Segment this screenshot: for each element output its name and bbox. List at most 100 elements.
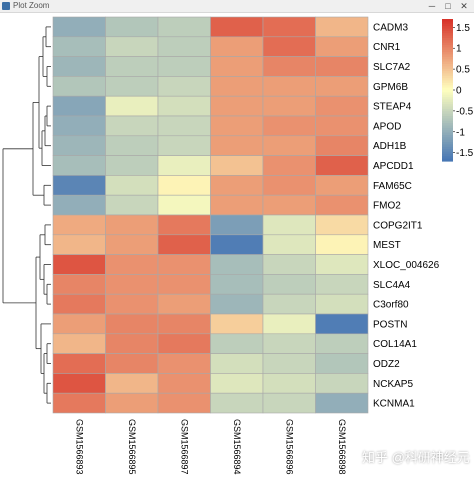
row-label: APCDD1	[373, 161, 414, 172]
heatmap-cell	[210, 76, 264, 97]
legend-tick-label: 1.5	[456, 23, 470, 34]
legend-swatch	[442, 149, 453, 153]
heatmap-cell	[157, 293, 211, 315]
close-button[interactable]: ✕	[460, 1, 468, 11]
heatmap-cell	[210, 392, 264, 414]
row-labels: CADM3 CNR1 SLC7A2 GPM6B STEAP4 APOD ADH1B APCDD…	[373, 22, 440, 409]
heatmap-cell	[52, 353, 106, 374]
heatmap-cell	[262, 36, 316, 57]
column-label: GSM1566893	[74, 419, 84, 475]
heatmap-cell	[315, 76, 369, 97]
heatmap-cell	[105, 353, 159, 374]
column-label: GSM1566894	[232, 419, 242, 475]
heatmap-cell	[315, 155, 369, 176]
minimize-button[interactable]: ─	[428, 1, 436, 11]
heatmap-cell	[105, 293, 159, 315]
heatmap-cell	[105, 234, 159, 255]
legend-swatch	[442, 132, 453, 136]
heatmap-cell	[315, 95, 369, 117]
heatmap-cell	[210, 36, 264, 57]
legend-swatch	[442, 26, 453, 30]
legend-swatch	[442, 63, 453, 67]
row-label: CNR1	[373, 42, 401, 53]
heatmap-cell	[52, 175, 106, 196]
window-title: Plot Zoom	[13, 1, 50, 10]
heatmap-cells	[52, 16, 369, 414]
heatmap-cell	[262, 313, 316, 335]
row-label: MEST	[373, 240, 401, 251]
column-labels: GSM1566893 GSM1566895 GSM1566897 GSM1566894…	[74, 419, 347, 475]
heatmap-cell	[157, 16, 211, 38]
legend-swatch	[442, 113, 453, 117]
heatmap-cell	[315, 274, 369, 295]
heatmap-cell	[210, 214, 264, 236]
row-label: STEAP4	[373, 102, 412, 113]
legend-swatch	[442, 54, 453, 58]
heatmap-cell	[105, 373, 159, 394]
legend-swatch	[442, 156, 453, 160]
heatmap-cell	[105, 36, 159, 57]
legend-swatch	[442, 97, 453, 101]
legend-swatch	[442, 106, 453, 110]
heatmap-cell	[157, 115, 211, 137]
heatmap-cell	[262, 392, 316, 414]
maximize-button[interactable]: □	[445, 1, 451, 11]
row-label: NCKAP5	[373, 379, 413, 390]
heatmap-cell	[210, 293, 264, 315]
heatmap-cell	[105, 115, 159, 137]
legend-swatch	[442, 85, 453, 89]
legend-swatch	[442, 144, 453, 148]
heatmap-cell	[262, 115, 316, 137]
legend-swatch	[442, 92, 453, 96]
legend-swatch	[442, 123, 453, 127]
heatmap-cell	[210, 274, 264, 295]
watermark-text: 知乎 @科研神经元	[362, 450, 470, 465]
legend-swatch	[442, 158, 453, 162]
heatmap-cell	[157, 313, 211, 335]
heatmap-cell	[210, 56, 264, 77]
legend-swatch	[442, 56, 453, 60]
heatmap-cell	[315, 36, 369, 57]
legend-swatch	[442, 108, 453, 112]
legend-swatch	[442, 78, 453, 82]
heatmap-cell	[210, 194, 264, 216]
row-label: FAM65C	[373, 181, 412, 192]
heatmap-cell	[52, 234, 106, 255]
heatmap-cell	[105, 214, 159, 236]
legend-swatch	[442, 94, 453, 98]
heatmap-cell	[157, 56, 211, 77]
heatmap-cell	[52, 135, 106, 156]
row-label: ADH1B	[373, 141, 407, 152]
heatmap-cell	[52, 155, 106, 176]
legend-swatch	[442, 104, 453, 108]
heatmap-cell	[157, 353, 211, 374]
heatmap-cell	[210, 135, 264, 156]
row-label: COL14A1	[373, 339, 417, 350]
heatmap-cell	[157, 194, 211, 216]
legend-swatch	[442, 30, 453, 34]
heatmap-cell	[52, 392, 106, 414]
heatmap-cell	[52, 214, 106, 236]
color-legend: 1.5 1 0.5 0 -0.5 -1 -1.5	[442, 19, 474, 162]
heatmap-cell	[210, 373, 264, 394]
row-label: ODZ2	[373, 359, 400, 370]
legend-swatch	[442, 146, 453, 150]
legend-swatch	[442, 49, 453, 53]
heatmap-cell	[52, 115, 106, 137]
row-label: SLC7A2	[373, 62, 411, 73]
heatmap-cell	[52, 274, 106, 295]
legend-swatch	[442, 33, 453, 37]
heatmap-cell	[262, 333, 316, 354]
heatmap-cell	[262, 214, 316, 236]
heatmap-cell	[210, 313, 264, 335]
legend-swatch	[442, 45, 453, 48]
heatmap-cell	[157, 373, 211, 394]
heatmap-cell	[105, 175, 159, 196]
legend-swatch	[442, 75, 453, 79]
legend-swatch	[442, 137, 453, 141]
legend-swatch	[442, 142, 453, 146]
row-label: FMO2	[373, 201, 401, 212]
heatmap-cell	[52, 373, 106, 394]
heatmap-cell	[262, 56, 316, 77]
